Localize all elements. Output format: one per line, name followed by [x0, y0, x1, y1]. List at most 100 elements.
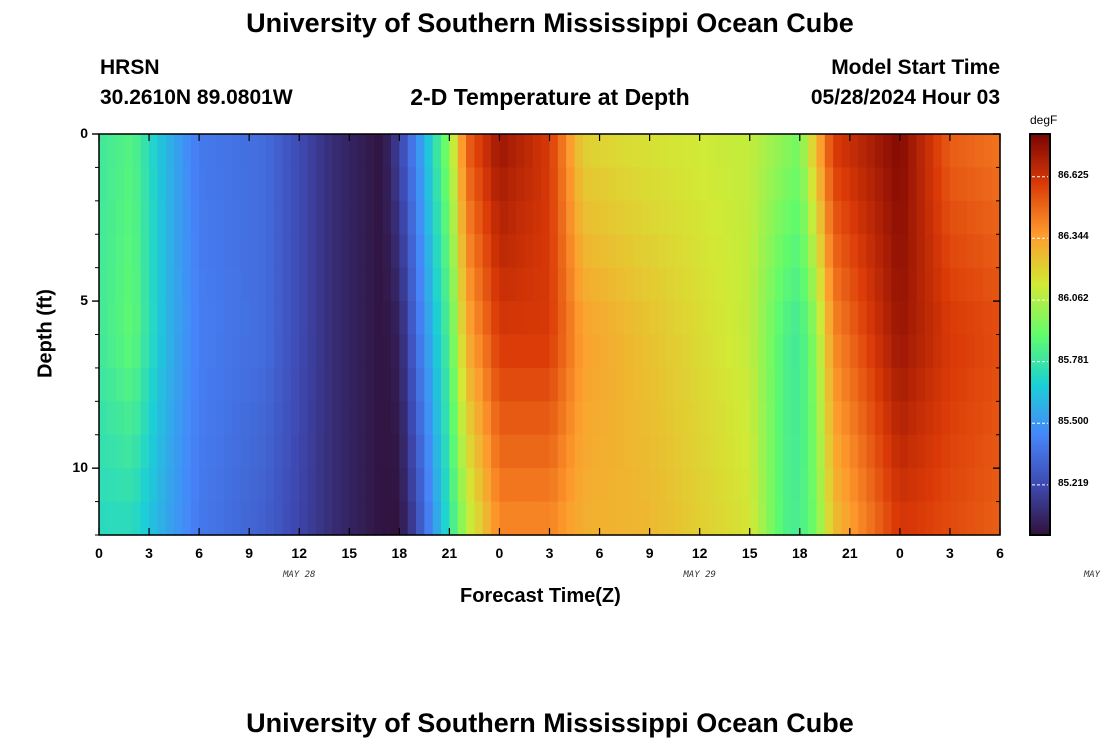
heatmap-cell	[424, 234, 434, 269]
heatmap-cell	[908, 334, 918, 369]
heatmap-cell	[582, 234, 592, 269]
heatmap-cell	[315, 334, 325, 369]
heatmap-cell	[474, 234, 484, 269]
heatmap-cell	[908, 401, 918, 436]
heatmap-cell	[599, 301, 609, 336]
y-axis-ticks	[92, 133, 1000, 536]
heatmap-cell	[791, 434, 801, 469]
x-tick-label: 0	[895, 545, 904, 561]
heatmap-cell	[307, 267, 317, 302]
heatmap-cell	[265, 267, 275, 302]
heatmap-cell	[157, 301, 167, 336]
heatmap-cell	[591, 367, 601, 402]
heatmap-cell	[357, 468, 367, 503]
heatmap-cell	[274, 501, 284, 536]
heatmap-cell	[824, 501, 834, 536]
heatmap-cell	[566, 301, 576, 336]
heatmap-cell	[774, 134, 784, 169]
heatmap-cell	[224, 267, 234, 302]
heatmap-cell	[374, 234, 384, 269]
heatmap-cell	[199, 367, 209, 402]
heatmap-cell	[332, 367, 342, 402]
heatmap-cell	[132, 234, 142, 269]
heatmap-cell	[532, 501, 542, 536]
heatmap-cell	[532, 468, 542, 503]
heatmap-cell	[966, 401, 976, 436]
heatmap-cell	[916, 134, 926, 169]
heatmap-cell	[549, 401, 559, 436]
heatmap-cell	[983, 468, 993, 503]
heatmap-cell	[299, 468, 309, 503]
heatmap-cell	[390, 200, 400, 235]
heatmap-cell	[641, 468, 651, 503]
heatmap-cell	[432, 267, 442, 302]
heatmap-cell	[591, 267, 601, 302]
heatmap-cell	[290, 134, 300, 169]
heatmap-cell	[966, 234, 976, 269]
heatmap-cell	[466, 501, 476, 536]
heatmap-cell	[115, 367, 125, 402]
heatmap-cell	[657, 200, 667, 235]
heatmap-cell	[516, 334, 526, 369]
heatmap-cell	[457, 200, 467, 235]
heatmap-cell	[666, 301, 676, 336]
heatmap-cell	[582, 301, 592, 336]
heatmap-cell	[99, 301, 108, 336]
heatmap-cell	[866, 334, 876, 369]
heatmap-cell	[165, 401, 175, 436]
heatmap-cell	[215, 234, 225, 269]
heatmap-cell	[874, 468, 884, 503]
heatmap-cell	[466, 234, 476, 269]
heatmap-cell	[849, 267, 859, 302]
heatmap-cell	[716, 267, 726, 302]
heatmap-cell	[207, 334, 217, 369]
colorbar-tick-label: 86.344	[1058, 231, 1089, 243]
heatmap-cell	[749, 367, 759, 402]
heatmap-cell	[791, 267, 801, 302]
heatmap-cell	[916, 434, 926, 469]
heatmap-cell	[641, 234, 651, 269]
heatmap-cell	[991, 401, 1001, 436]
heatmap-cell	[165, 167, 175, 202]
heatmap-cell	[349, 401, 359, 436]
heatmap-cell	[591, 434, 601, 469]
heatmap-cell	[916, 200, 926, 235]
heatmap-cell	[891, 200, 901, 235]
heatmap-cell	[215, 134, 225, 169]
heatmap-cell	[132, 367, 142, 402]
heatmap-cell	[215, 401, 225, 436]
heatmap-cell	[924, 501, 934, 536]
heatmap-cell	[891, 334, 901, 369]
heatmap-cell	[374, 134, 384, 169]
heatmap-cell	[224, 167, 234, 202]
heatmap-cell	[407, 468, 417, 503]
colorbar-unit: degF	[1030, 113, 1058, 127]
heatmap-cell	[758, 301, 768, 336]
heatmap-cell	[174, 401, 184, 436]
heatmap-cell	[649, 468, 659, 503]
heatmap-cell	[107, 334, 117, 369]
heatmap-cell	[899, 200, 909, 235]
heatmap-cell	[708, 501, 717, 536]
heatmap-cell	[466, 167, 476, 202]
heatmap-cell	[833, 367, 843, 402]
heatmap-cell	[616, 434, 626, 469]
heatmap-cell	[532, 401, 542, 436]
heatmap-cell	[724, 401, 734, 436]
heatmap-cell	[549, 501, 559, 536]
heatmap-cell	[649, 200, 659, 235]
heatmap-cell	[974, 468, 984, 503]
heatmap-cell	[357, 434, 367, 469]
heatmap-cell	[849, 334, 859, 369]
heatmap-cell	[240, 501, 250, 536]
heatmap-cell	[474, 200, 484, 235]
heatmap-cell	[349, 234, 359, 269]
heatmap-cell	[390, 434, 400, 469]
heatmap-cell	[891, 234, 901, 269]
heatmap-cell	[632, 234, 642, 269]
heatmap-cell	[332, 167, 342, 202]
heatmap-cell	[766, 501, 776, 536]
heatmap-cell	[424, 200, 434, 235]
heatmap-cell	[674, 301, 684, 336]
heatmap-cell	[332, 200, 342, 235]
